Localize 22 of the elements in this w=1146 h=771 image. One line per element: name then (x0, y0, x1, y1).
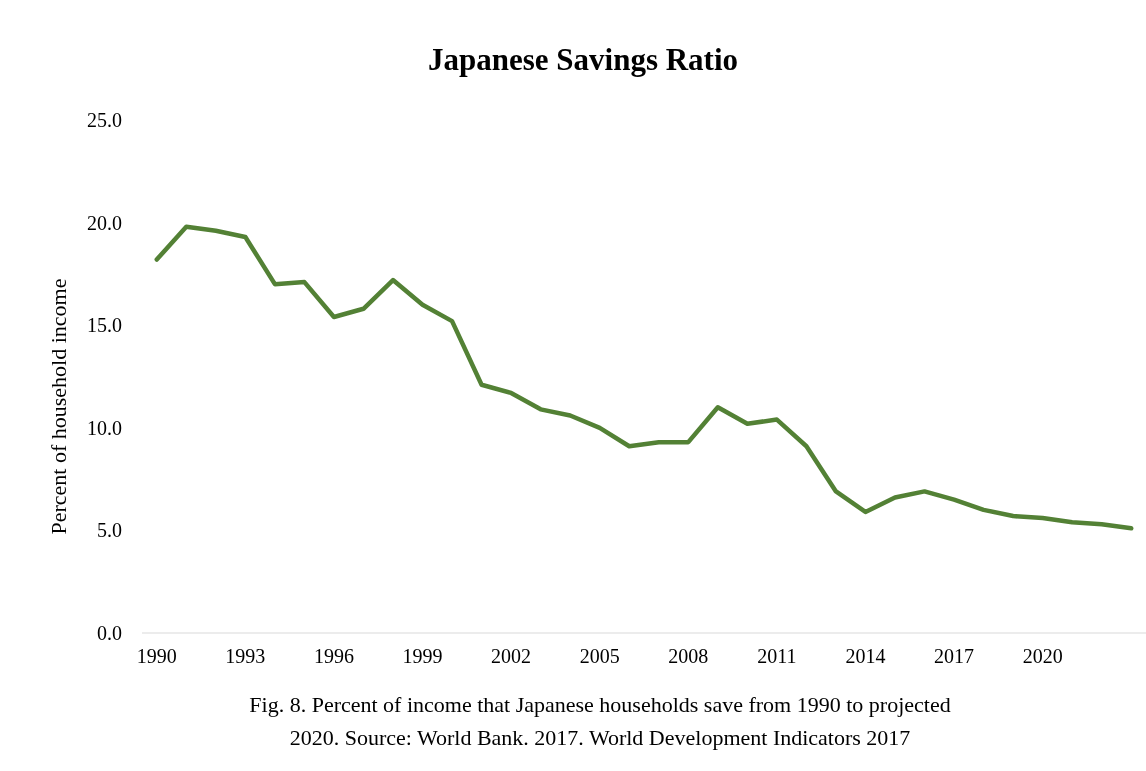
y-axis-title: Percent of household income (46, 278, 71, 535)
x-tick-label: 2020 (1022, 645, 1063, 667)
x-tick-label: 2005 (579, 645, 620, 667)
y-tick-label: 5.0 (97, 519, 122, 542)
line-series (154, 224, 1134, 531)
y-tick-label: 10.0 (87, 416, 122, 439)
x-tick-label: 2014 (845, 645, 886, 667)
x-tick-label: 2008 (668, 645, 709, 667)
y-tick-label: 20.0 (87, 211, 122, 234)
x-tick-label: 1990 (136, 645, 177, 667)
caption: Fig. 8. Percent of income that Japanese households save from 1990 to projected (249, 692, 951, 717)
x-tick-label: 1999 (402, 645, 443, 667)
chart-title: Japanese Savings Ratio (427, 42, 739, 77)
y-tick-label: 0.0 (97, 622, 122, 644)
x-tick-label: 2002 (491, 645, 532, 667)
x-tick-label: 2017 (934, 645, 975, 667)
y-tick-label: 25.0 (87, 109, 122, 131)
x-tick-label: 1993 (225, 645, 266, 667)
text: 2020. Source: World Bank. 2017. World Development Indicators 2017 (289, 725, 911, 750)
x-tick-label: 2011 (757, 645, 797, 667)
y-tick-label: 15.0 (87, 314, 122, 337)
x-tick-label: 1996 (313, 645, 354, 667)
